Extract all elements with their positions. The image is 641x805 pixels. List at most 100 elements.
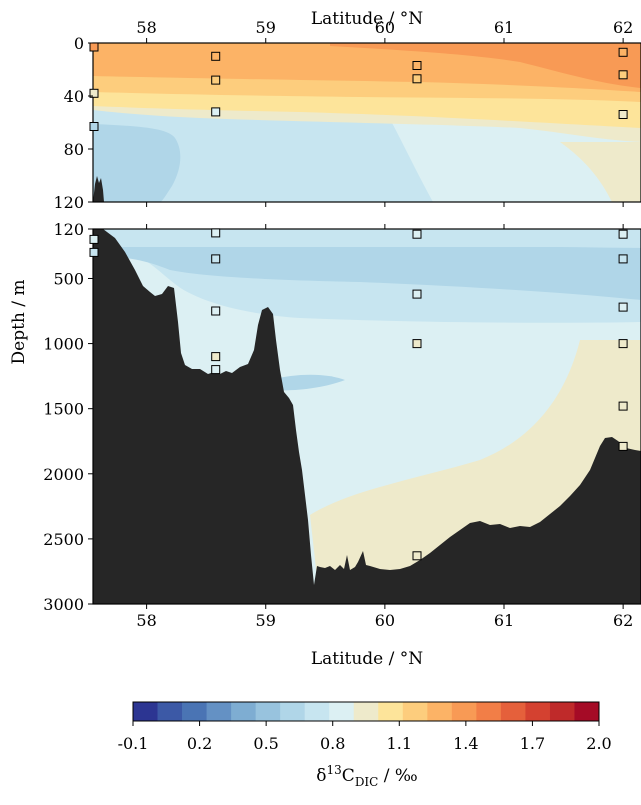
y-bottom-tick-label-2000: 2000 [43,465,84,484]
colorbar-tick-label-4: 1.1 [387,734,412,753]
colorbar-segment-18 [574,702,600,721]
bottom-sample-marker-4 [211,306,221,316]
top-sample-markers [89,42,628,131]
colorbar-segment-13 [451,702,477,721]
y-bottom-tick-label-1000: 1000 [43,335,84,354]
colorbar-tick-label-7: 2.0 [586,734,611,753]
colorbar-segment-4 [231,702,257,721]
x-ticks-bottom: 58 59 60 61 62 [136,224,633,630]
bot-blue-water [93,247,641,300]
colorbar-label-sub: DIC [355,775,379,789]
bottom-sample-marker-0 [89,234,99,244]
bottom-panel [93,229,641,604]
colorbar-segment-15 [500,702,526,721]
colorbar-label-sup: 13 [327,763,342,777]
colorbar-segment-17 [549,702,575,721]
colorbar-segment-7 [304,702,330,721]
y-bottom-tick-label-2500: 2500 [43,530,84,549]
bottom-sample-marker-1 [89,247,99,257]
bottom-sample-marker-14 [618,339,628,349]
x-axis-label-top: Latitude / °N [311,9,423,29]
top-sample-marker-8 [618,47,628,57]
bottom-sample-marker-10 [412,551,422,561]
y-bottom-tick-label-3000: 3000 [43,595,84,614]
colorbar-segment-3 [206,702,232,721]
top-sample-marker-10 [618,110,628,119]
colorbar-tick-label-6: 1.7 [520,734,545,753]
colorbar-segment-11 [402,702,428,721]
colorbar-tick-label-1: 0.2 [187,734,212,753]
colorbar-segment-8 [329,702,355,721]
x-tick-label-bottom-62: 62 [613,611,633,630]
colorbar-tick-label-0: -0.1 [118,734,149,753]
x-tick-label-top-60: 60 [375,18,395,37]
bottom-sample-marker-9 [412,339,422,349]
bottom-sample-marker-2 [211,228,221,238]
x-tick-label-bottom-58: 58 [136,611,156,630]
colorbar-label: δ13CDIC / ‰ [316,763,417,789]
bot-blue-tongue [270,374,345,391]
y-top-tick-label-40: 40 [64,87,84,106]
bottom-sample-marker-11 [618,229,628,239]
colorbar-label-unit: / ‰ [378,766,417,786]
colorbar-label-c: C [342,766,355,786]
y-bottom-tick-label-120: 120 [53,220,84,239]
colorbar-segment-1 [157,702,183,721]
bottom-sample-marker-15 [618,401,628,411]
colorbar-segment-5 [255,702,281,721]
top-sample-marker-4 [211,75,221,85]
bottom-sample-marker-3 [211,254,221,264]
bottom-sample-marker-12 [618,254,628,264]
colorbar-segment-12 [427,702,453,721]
colorbar-segment-16 [525,702,551,721]
colorbar-segment-6 [280,702,306,721]
top-sample-marker-9 [618,70,628,80]
colorbar-tick-label-2: 0.5 [253,734,278,753]
y-axis-label: Depth / m [9,279,29,364]
bottom-sample-marker-13 [618,302,628,312]
x-tick-label-top-62: 62 [613,18,633,37]
y-ticks-bottom: 120 500 1000 1500 2000 2500 3000 [43,220,93,614]
bottom-sample-markers [89,228,628,561]
x-ticks-top: 58 59 60 61 62 [136,18,633,207]
top-sample-marker-3 [211,51,221,61]
top-pale-yellow-region [560,142,641,202]
top-sample-marker-7 [412,74,422,84]
colorbar-segment-0 [133,702,158,721]
y-bottom-tick-label-1500: 1500 [43,400,84,419]
top-sample-marker-1 [89,88,99,98]
x-tick-label-bottom-59: 59 [256,611,276,630]
x-tick-label-top-59: 59 [256,18,276,37]
top-sample-marker-0 [89,42,99,52]
x-tick-label-bottom-61: 61 [494,611,514,630]
bottom-sample-marker-7 [412,229,422,239]
x-tick-label-bottom-60: 60 [375,611,395,630]
bottom-panel-frame [92,228,641,605]
top-sample-marker-2 [89,122,99,131]
top-sample-marker-6 [412,61,422,70]
colorbar-tick-label-3: 0.8 [320,734,345,753]
colorbar-segment-14 [476,702,502,721]
colorbar-segment-10 [378,702,404,721]
y-bottom-tick-label-500: 500 [53,269,84,288]
x-tick-label-top-58: 58 [136,18,156,37]
colorbar-ticks: -0.1 0.2 0.5 0.8 1.1 1.4 1.7 2.0 [118,721,612,753]
bot-seafloor [93,229,641,604]
x-axis-label-bottom: Latitude / °N [311,649,423,669]
top-sample-marker-5 [211,107,221,117]
top-seafloor [93,176,104,202]
bottom-sample-marker-5 [211,352,221,362]
bottom-sample-marker-8 [412,289,422,299]
top-blue-region [93,124,181,202]
colorbar-frame [132,701,600,722]
colorbar-segment-9 [353,702,379,721]
y-top-tick-label-80: 80 [64,140,84,159]
colorbar-label-delta: δ [316,766,326,786]
x-tick-label-top-61: 61 [494,18,514,37]
colorbar-segment-2 [182,702,207,721]
top-light-blue-region [93,100,433,202]
top-surface-band [330,43,641,88]
bottom-sample-marker-16 [618,441,628,451]
top-panel [93,43,641,202]
